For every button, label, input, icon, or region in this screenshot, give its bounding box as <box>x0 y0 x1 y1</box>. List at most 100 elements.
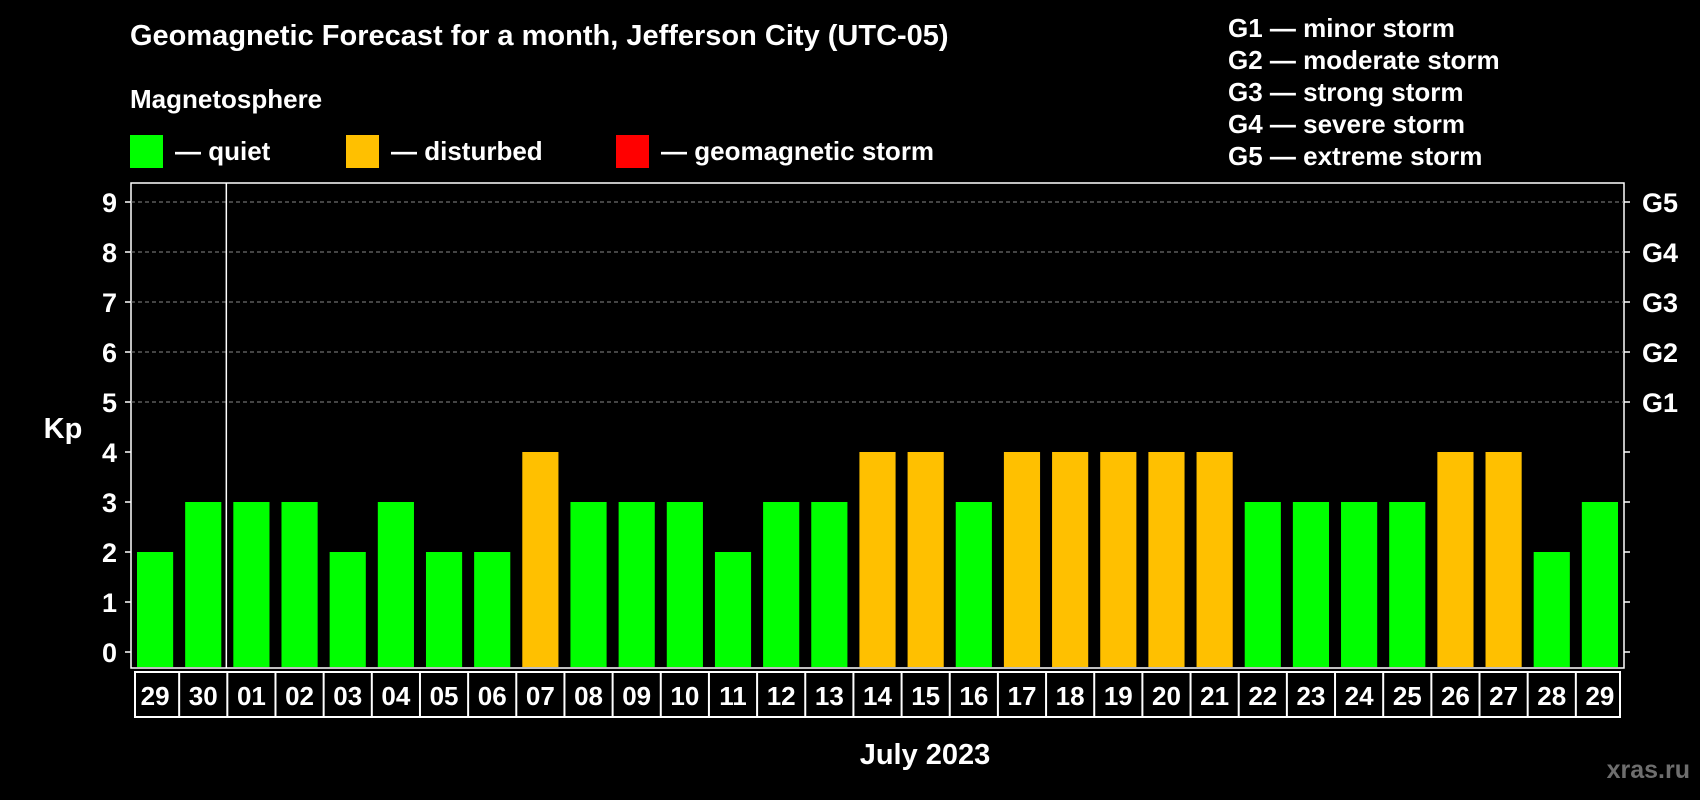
bar-2 <box>233 502 270 667</box>
x-tick-label-27: 26 <box>1441 681 1470 711</box>
bar-0 <box>137 552 174 667</box>
x-label-row <box>134 671 1621 718</box>
right-axis-label-g5: G5 <box>1642 188 1678 218</box>
legend-item-storm: — geomagnetic storm <box>616 134 934 168</box>
storm-scale-g2: G2 — moderate storm <box>1228 45 1500 75</box>
bar-16 <box>907 452 944 667</box>
x-tick-label-8: 07 <box>526 681 555 711</box>
bar-10 <box>618 502 655 667</box>
y-tick-label-4: 4 <box>102 438 117 468</box>
y-tick-label-3: 3 <box>102 488 117 518</box>
x-tick-label-2: 01 <box>237 681 266 711</box>
x-tick-label-20: 19 <box>1104 681 1133 711</box>
x-tick-label-3: 02 <box>285 681 314 711</box>
right-axis-label-g2: G2 <box>1642 338 1678 368</box>
bar-8 <box>522 452 559 667</box>
bar-1 <box>185 502 222 667</box>
y-tick-label-7: 7 <box>102 288 117 318</box>
x-tick-label-1: 30 <box>189 681 218 711</box>
y-tick-label-6: 6 <box>102 338 117 368</box>
storm-scale-legend: G1 — minor storm G2 — moderate storm G3 … <box>1228 12 1500 172</box>
y-tick-label-1: 1 <box>102 588 117 618</box>
y-tick-label-9: 9 <box>102 188 117 218</box>
right-axis-label-g3: G3 <box>1642 288 1678 318</box>
y-tick-label-2: 2 <box>102 538 117 568</box>
x-tick-label-30: 29 <box>1585 681 1614 711</box>
x-tick-label-16: 15 <box>911 681 940 711</box>
x-tick-label-6: 05 <box>430 681 459 711</box>
bar-19 <box>1052 452 1089 667</box>
x-tick-label-17: 16 <box>959 681 988 711</box>
storm-scale-g4: G4 — severe storm <box>1228 109 1466 139</box>
bar-11 <box>666 502 703 667</box>
legend-label-storm: — geomagnetic storm <box>661 135 935 166</box>
legend-swatch-quiet <box>130 134 163 168</box>
bar-14 <box>811 502 848 667</box>
x-tick-label-18: 17 <box>1008 681 1037 711</box>
x-axis-label: July 2023 <box>860 739 991 771</box>
x-tick-label-4: 03 <box>333 681 362 711</box>
x-tick-label-29: 28 <box>1537 681 1566 711</box>
x-tick-label-23: 22 <box>1248 681 1277 711</box>
bar-23 <box>1244 502 1281 667</box>
x-tick-label-19: 18 <box>1056 681 1085 711</box>
x-tick-label-22: 21 <box>1200 681 1229 711</box>
bar-29 <box>1533 552 1570 667</box>
legend-item-quiet: — quiet <box>130 134 270 168</box>
bar-5 <box>377 502 414 667</box>
right-axis-label-g4: G4 <box>1642 238 1678 268</box>
x-tick-label-25: 24 <box>1345 681 1374 711</box>
storm-scale-g5: G5 — extreme storm <box>1228 141 1483 171</box>
legend-label-quiet: — quiet <box>175 135 271 166</box>
x-tick-label-10: 09 <box>622 681 651 711</box>
x-tick-label-24: 23 <box>1296 681 1325 711</box>
bar-15 <box>859 452 896 667</box>
bar-24 <box>1292 502 1330 667</box>
y-tick-label-8: 8 <box>102 238 117 268</box>
x-tick-label-28: 27 <box>1489 681 1518 711</box>
bar-27 <box>1437 452 1474 667</box>
y-tick-label-0: 0 <box>102 638 117 668</box>
bar-25 <box>1341 502 1378 667</box>
storm-scale-g1: G1 — minor storm <box>1228 13 1455 43</box>
bar-20 <box>1100 452 1137 667</box>
bar-3 <box>281 502 318 667</box>
chart-title: Geomagnetic Forecast for a month, Jeffer… <box>130 20 949 52</box>
bar-4 <box>329 552 366 667</box>
bar-17 <box>955 502 992 667</box>
x-tick-label-9: 08 <box>574 681 603 711</box>
bar-9 <box>570 502 607 667</box>
x-tick-label-26: 25 <box>1393 681 1422 711</box>
bar-7 <box>474 552 511 667</box>
legend-label-disturbed: — disturbed <box>391 135 543 166</box>
y-axis-label: Kp <box>44 413 83 445</box>
right-axis-label-g1: G1 <box>1642 388 1678 418</box>
bar-26 <box>1389 502 1426 667</box>
bar-13 <box>763 502 800 667</box>
y-tick-label-5: 5 <box>102 388 117 418</box>
bar-21 <box>1148 452 1185 667</box>
x-tick-label-7: 06 <box>478 681 507 711</box>
bar-18 <box>1003 452 1041 667</box>
legend-heading: Magnetosphere <box>130 84 323 114</box>
bar-30 <box>1581 502 1618 667</box>
legend-swatch-storm <box>616 134 649 168</box>
x-tick-label-11: 10 <box>670 681 699 711</box>
legend-swatch-disturbed <box>346 134 379 168</box>
x-tick-label-21: 20 <box>1152 681 1181 711</box>
bar-6 <box>425 552 463 667</box>
bar-22 <box>1196 452 1233 667</box>
plot-frame <box>130 182 1625 669</box>
x-tick-label-14: 13 <box>815 681 844 711</box>
x-tick-label-15: 14 <box>863 681 892 711</box>
x-tick-label-12: 11 <box>719 681 747 711</box>
storm-scale-g3: G3 — strong storm <box>1228 77 1464 107</box>
legend-item-disturbed: — disturbed <box>346 134 543 168</box>
bar-28 <box>1485 452 1522 667</box>
x-tick-label-0: 29 <box>141 681 170 711</box>
x-tick-label-5: 04 <box>381 681 410 711</box>
watermark: xras.ru <box>1606 756 1690 784</box>
bar-12 <box>714 552 752 667</box>
x-tick-label-13: 12 <box>767 681 796 711</box>
